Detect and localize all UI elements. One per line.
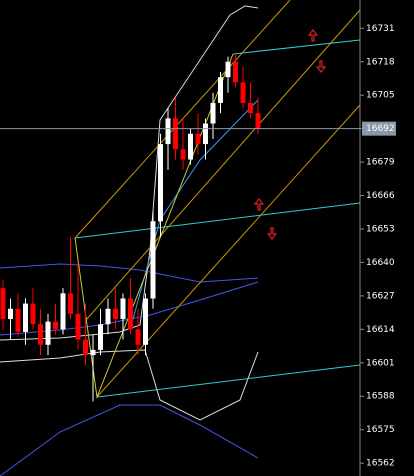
candle-body [83,339,88,356]
y-tick-label: 16575 [366,425,395,435]
candle-body [98,324,103,350]
candle-body [135,329,141,345]
current-price-box [362,121,396,136]
lower-envelope [0,404,259,476]
pitchfork-handle [74,53,234,399]
current-price-label: 16692 [366,124,395,134]
y-tick-label: 16666 [366,191,395,201]
y-tick-label: 16614 [366,325,395,335]
candle-body [150,221,156,299]
candle-body [248,102,253,114]
candle-body [255,113,261,129]
candle-body [165,118,171,145]
candle-body [225,61,231,78]
candle-body [15,308,21,332]
y-tick-label: 16679 [366,158,395,168]
candle-body [75,313,81,340]
y-tick-label: 16627 [366,291,395,301]
candle-body [128,298,133,330]
candle-body [210,102,216,124]
y-tick-label: 16705 [366,91,395,101]
upper-band [0,5,259,341]
candle-body [218,77,223,103]
candle-body [38,324,43,345]
candle-body [173,118,178,150]
candle-body [233,61,238,83]
channel-line [96,364,361,398]
up-arrow [253,198,265,211]
candle-body [195,133,201,145]
candle-body [53,321,58,330]
up-arrow [307,29,319,42]
candle-body [0,288,6,320]
y-tick-label: 16588 [366,392,395,402]
y-tick-label: 16718 [366,57,395,67]
candle-body [113,308,118,320]
arrows [253,29,327,240]
lower-band [0,349,259,421]
candle-body [30,303,36,325]
down-arrow [315,60,327,73]
y-tick-label: 16640 [366,258,395,268]
candle-body [240,82,246,103]
channel-line [74,202,361,239]
y-tick-label: 16562 [366,459,395,469]
candle-body [8,308,13,320]
candle-body [68,293,73,314]
candle-body [45,321,51,345]
candle-body [105,308,111,325]
candle-body [60,293,66,330]
y-tick-label: 16731 [366,24,395,34]
down-arrow [266,227,278,240]
candle-body [23,303,28,332]
candle-body [90,349,96,356]
channel-line [96,104,361,398]
candle-body [180,149,186,160]
upper-envelope [0,263,259,283]
candle-body [158,144,163,222]
y-tick-label: 16601 [366,358,395,368]
candle-body [143,298,148,345]
channel-line [232,39,361,55]
y-tick-label: 16653 [366,224,395,234]
candle-body [120,298,126,320]
candle-body [203,123,208,145]
channel-line [85,9,361,321]
candle-body [188,133,193,160]
